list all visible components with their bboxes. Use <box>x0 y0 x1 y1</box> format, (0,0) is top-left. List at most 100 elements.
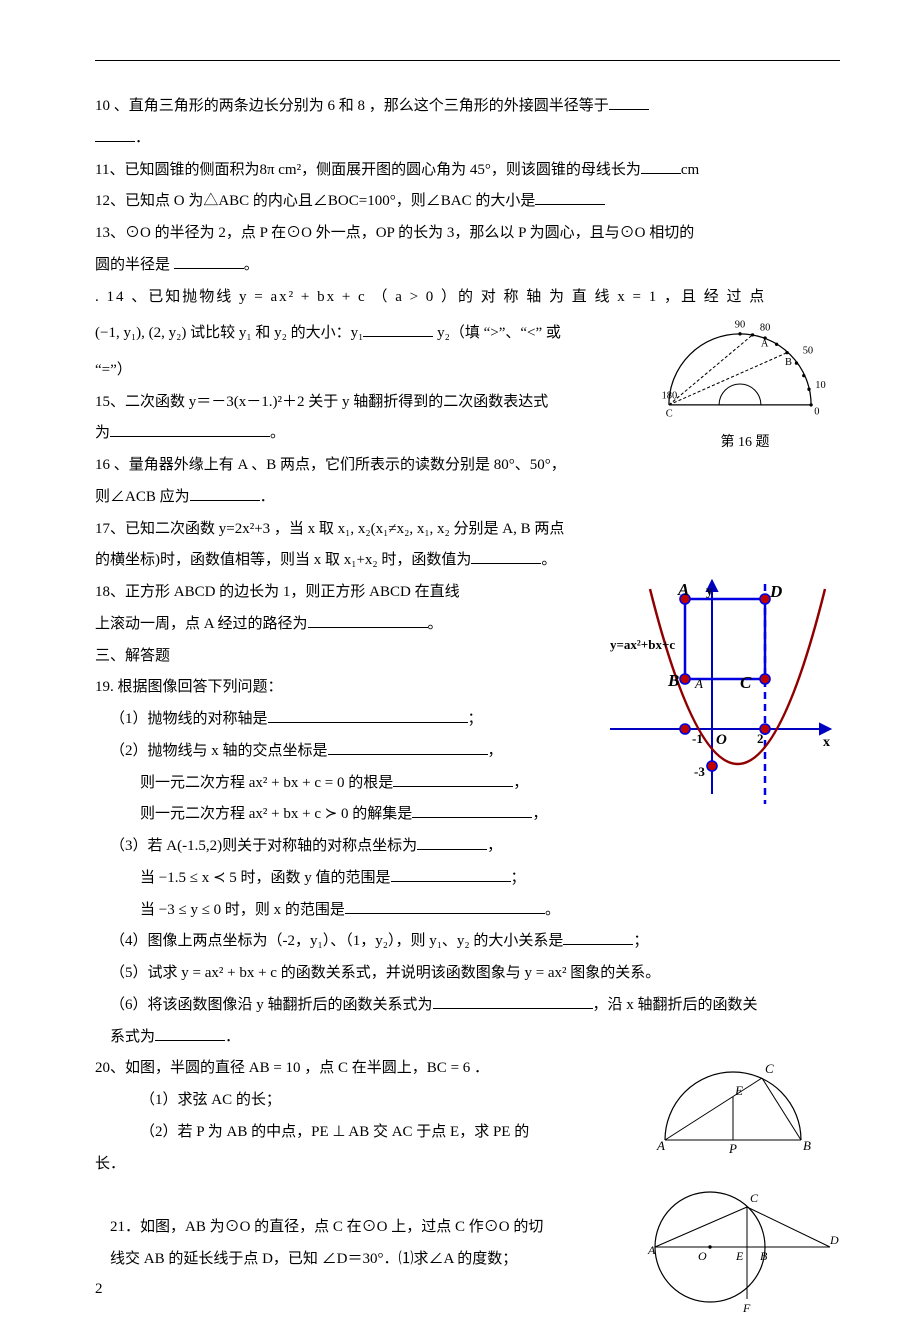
svg-text:x: x <box>823 735 830 750</box>
svg-text:E: E <box>734 1083 743 1098</box>
svg-text:D: D <box>829 1233 839 1247</box>
page-number: 2 <box>95 1276 103 1304</box>
q19-4-blank[interactable] <box>563 929 633 945</box>
q19-2a-blank[interactable] <box>328 739 488 755</box>
q14-line1: . 14 、已知抛物线 y = ax² + bx + c （ a > 0 ）的 … <box>95 284 840 312</box>
svg-text:B: B <box>803 1138 811 1153</box>
q19-6a: （6）将该函数图像沿 y 轴翻折后的函数关系式为 <box>110 997 433 1013</box>
q14-text3: y₂（填 “>”、“<” 或 <box>433 325 561 341</box>
q15-blank[interactable] <box>110 421 270 437</box>
svg-text:O: O <box>716 732 727 748</box>
svg-text:y: y <box>706 584 713 599</box>
q13-blank[interactable] <box>174 253 244 269</box>
svg-text:P: P <box>728 1141 737 1155</box>
q10-end: ． <box>135 130 150 146</box>
q13-end: 。 <box>244 257 259 273</box>
figure-20: A B C P E <box>645 1055 840 1155</box>
q19-1e: ； <box>468 711 483 727</box>
svg-text:A: A <box>656 1138 665 1153</box>
q19-2b-blank[interactable] <box>393 771 513 787</box>
q19-3be: ； <box>511 870 526 886</box>
svg-text:F: F <box>742 1301 751 1315</box>
svg-text:A: A <box>761 339 769 350</box>
q19-2b: 则一元二次方程 ax² + bx + c = 0 的根是 <box>140 775 393 791</box>
q13-text2: 圆的半径是 <box>95 257 170 273</box>
q19-6c-blank[interactable] <box>155 1025 225 1041</box>
q13-line1: 13、⊙O 的半径为 2，点 P 在⊙O 外一点，OP 的长为 3，那么以 P … <box>95 220 840 248</box>
q16-end: ． <box>260 489 275 505</box>
svg-text:-1: -1 <box>692 731 703 746</box>
svg-text:90: 90 <box>735 320 745 331</box>
svg-text:50: 50 <box>803 346 813 357</box>
q19-1-blank[interactable] <box>268 707 468 723</box>
q15-end: 。 <box>270 425 285 441</box>
svg-text:C: C <box>765 1061 774 1076</box>
svg-text:A: A <box>694 676 703 691</box>
q19-2a: （2）抛物线与 x 轴的交点坐标是 <box>110 743 328 759</box>
q19-3b-blank[interactable] <box>391 866 511 882</box>
svg-text:C: C <box>666 409 673 420</box>
q19-3ce: 。 <box>545 902 560 918</box>
svg-text:C: C <box>740 673 752 692</box>
q17-end: 。 <box>541 552 556 568</box>
q16-blank[interactable] <box>190 485 260 501</box>
q12-blank[interactable] <box>535 189 605 205</box>
svg-text:B: B <box>785 357 792 368</box>
q17-text2: 的横坐标)时，函数值相等，则当 x 取 x₁+x₂ 时，函数值为 <box>95 552 471 568</box>
q19-3a-blank[interactable] <box>417 834 487 850</box>
svg-text:180: 180 <box>662 391 678 402</box>
q19-4e: ； <box>633 933 648 949</box>
q19-6d: ． <box>225 1029 240 1045</box>
q14-text2: (−1, y₁), (2, y₂) 试比较 y₁ 和 y₂ 的大小：y₁ <box>95 325 363 341</box>
q19-6c: 系式为 <box>110 1029 155 1045</box>
q19-3c-blank[interactable] <box>345 898 545 914</box>
q16-line1: 16 、量角器外缘上有 A 、B 两点，它们所表示的读数分别是 80°、50°， <box>95 452 840 480</box>
q10-blank2[interactable] <box>95 126 135 142</box>
q10-text: 10 、直角三角形的两条边长分别为 6 和 8 ，那么这个三角形的外接圆半径等于 <box>95 98 609 114</box>
q19-2c-blank[interactable] <box>412 802 532 818</box>
q19-3ae: ， <box>487 838 502 854</box>
svg-text:10: 10 <box>815 380 825 391</box>
q19-2be: ， <box>513 775 528 791</box>
figure-16: 90 80 50 10 0 180 A B C 第 16 题 <box>650 315 840 456</box>
q11-blank[interactable] <box>641 158 681 174</box>
svg-text:B: B <box>760 1249 768 1263</box>
q17-blank[interactable] <box>471 548 541 564</box>
q18-end: 。 <box>428 616 443 632</box>
q11-unit: cm <box>681 162 699 178</box>
svg-text:A: A <box>677 580 689 599</box>
q19-2c: 则一元二次方程 ax² + bx + c ≻ 0 的解集是 <box>140 806 412 822</box>
q14-blank[interactable] <box>363 321 433 337</box>
svg-text:E: E <box>735 1249 744 1263</box>
q19-1: （1）抛物线的对称轴是 <box>110 711 268 727</box>
figure-21: A B C D E F O <box>640 1172 840 1322</box>
q12-text: 12、已知点 O 为△ABC 的内心且∠BOC=100°，则∠BAC 的大小是 <box>95 193 535 209</box>
q19-3b: 当 −1.5 ≤ x ≺ 5 时，函数 y 值的范围是 <box>140 870 391 886</box>
svg-text:0: 0 <box>814 407 819 418</box>
svg-text:2: 2 <box>757 731 764 746</box>
q10-blank[interactable] <box>609 94 649 110</box>
q19-2ce: ， <box>532 806 547 822</box>
figure-18: A y D B A C -1 O 2 x -3 y=ax²+bx+c <box>600 579 840 814</box>
svg-text:A: A <box>647 1243 656 1257</box>
q18-blank[interactable] <box>308 612 428 628</box>
q19-2ae: ， <box>488 743 503 759</box>
svg-text:C: C <box>750 1191 759 1205</box>
figure-16-caption: 第 16 题 <box>650 430 840 456</box>
svg-text:B: B <box>667 671 679 690</box>
q16-text2: 则∠ACB 应为 <box>95 489 190 505</box>
q11-text: 11、已知圆锥的侧面积为8π cm²，侧面展开图的圆心角为 45°，则该圆锥的母… <box>95 162 641 178</box>
q19-6b: ，沿 x 轴翻折后的函数关 <box>593 997 758 1013</box>
svg-text:-3: -3 <box>694 764 705 779</box>
q19-3c: 当 −3 ≤ y ≤ 0 时，则 x 的范围是 <box>140 902 345 918</box>
svg-text:O: O <box>698 1249 707 1263</box>
q18-text2: 上滚动一周，点 A 经过的路径为 <box>95 616 308 632</box>
q19-3a: （3）若 A(-1.5,2)则关于对称轴的对称点坐标为 <box>110 838 417 854</box>
q17-line1: 17、已知二次函数 y=2x²+3 ，当 x 取 x₁, x₂(x₁≠x₂, x… <box>95 516 840 544</box>
svg-text:y=ax²+bx+c: y=ax²+bx+c <box>610 637 675 652</box>
q15-text2: 为 <box>95 425 110 441</box>
q19-4: （4）图像上两点坐标为（-2，y₁）、（1，y₂），则 y₁、y₂ 的大小关系是 <box>110 933 563 949</box>
svg-text:80: 80 <box>760 323 770 334</box>
q19-5: （5）试求 y = ax² + bx + c 的函数关系式，并说明该函数图象与 … <box>95 960 840 988</box>
q19-6a-blank[interactable] <box>433 993 593 1009</box>
